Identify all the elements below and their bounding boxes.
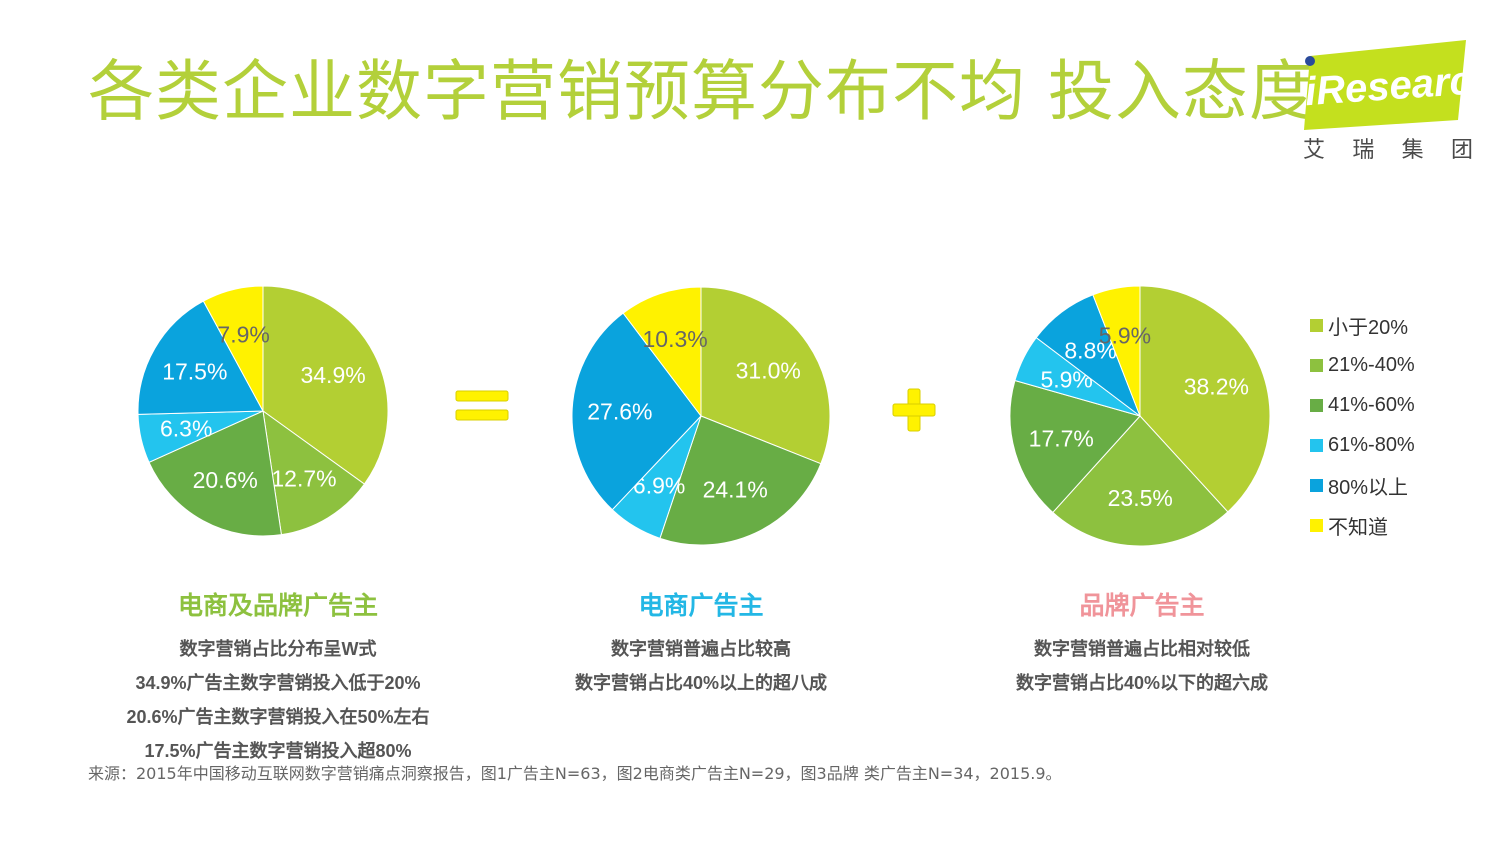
pie-data-label: 23.5% — [1108, 485, 1173, 511]
legend-swatch — [1310, 398, 1323, 412]
legend-swatch — [1310, 518, 1323, 532]
legend-swatch — [1310, 438, 1323, 452]
pie-data-label: 10.3% — [643, 326, 708, 352]
logo-cn-text: 艾 瑞 集 团 — [1303, 132, 1473, 164]
pie-data-label: 34.9% — [300, 362, 365, 388]
legend-item: 不知道 — [1310, 505, 1415, 545]
pie-data-label: 12.7% — [271, 465, 336, 491]
pie-data-label: 24.1% — [703, 477, 768, 503]
pie-data-label: 31.0% — [736, 357, 801, 383]
logo-cn-char: 团 — [1450, 138, 1473, 163]
page-title: 各类企业数字营销预算分布不均 投入态度各异 — [88, 53, 1450, 130]
legend-item: 41%-60% — [1310, 385, 1415, 425]
legend-swatch — [1310, 318, 1323, 332]
pie-slice — [262, 285, 389, 485]
pie-slice — [1139, 285, 1271, 513]
legend-label: 21%-40% — [1328, 353, 1415, 376]
pie-slice — [571, 312, 702, 511]
legend-item: 80%以上 — [1310, 465, 1415, 505]
pie-data-label: 27.6% — [587, 399, 652, 425]
logo-i-dot — [1305, 56, 1315, 66]
pie-data-label: 7.9% — [217, 322, 269, 348]
legend-label: 80%以上 — [1328, 476, 1409, 499]
group-line: 数字营销普遍占比相对较低 — [1034, 639, 1250, 659]
group-line: 34.9%广告主数字营销投入低于20% — [135, 673, 421, 693]
pie-slice — [262, 409, 366, 536]
group-brand: 品牌广告主 数字营销普遍占比相对较低 数字营销占比40%以下的超六成 — [992, 586, 1292, 700]
pie-slice — [1009, 379, 1141, 514]
pie-slice — [622, 286, 702, 418]
legend-label: 41%-60% — [1328, 393, 1415, 416]
pie-slice — [148, 410, 282, 537]
group-ecommerce-brand: 电商及品牌广告主 数字营销占比分布呈W式 34.9%广告主数字营销投入低于20%… — [88, 586, 468, 768]
group-line: 数字营销占比40%以上的超八成 — [574, 673, 828, 693]
equals-operator — [455, 390, 509, 421]
group-title: 电商广告主 — [638, 592, 764, 620]
group-title: 品牌广告主 — [1079, 592, 1205, 620]
plus-operator — [892, 388, 936, 432]
group-line: 17.5%广告主数字营销投入超80% — [144, 741, 412, 761]
pie-data-label: 17.5% — [162, 359, 227, 385]
group-line: 数字营销占比分布呈W式 — [179, 639, 377, 659]
pie-slice — [659, 415, 822, 546]
pie-data-label: 38.2% — [1184, 373, 1249, 399]
equals-bar-bottom — [455, 409, 509, 421]
legend-label: 不知道 — [1328, 516, 1388, 539]
legend-label: 小于20% — [1328, 316, 1409, 339]
legend-item: 小于20% — [1310, 305, 1415, 345]
pie-chart: 38.2%23.5%17.7%5.9%8.8%5.9% — [1009, 285, 1271, 547]
legend-item: 61%-80% — [1310, 425, 1415, 465]
pie-chart: 34.9% 12.7% 20.6% 6.3% 17.5% 7.9% — [137, 285, 389, 537]
pie-chart: 31.0%24.1%6.9%27.6%10.3% — [571, 286, 831, 546]
group-ecommerce: 电商广告主 数字营销普遍占比较高 数字营销占比40%以上的超八成 — [551, 586, 851, 700]
pie-slice — [1092, 285, 1141, 417]
logo-green-banner — [1304, 40, 1466, 130]
legend-swatch — [1310, 358, 1323, 372]
chart-legend: 小于20% 21%-40% 41%-60% 61%-80% 80%以上 不知道 — [1310, 305, 1415, 545]
iresearch-logo: iResearch — [1304, 40, 1475, 130]
pie-data-label: 20.6% — [193, 467, 258, 493]
pie-data-label: 5.9% — [1099, 323, 1151, 349]
pie-data-label: 6.3% — [160, 416, 212, 442]
pie-data-label: 8.8% — [1064, 338, 1116, 364]
group-line: 数字营销占比40%以下的超六成 — [1015, 673, 1269, 693]
group-title: 电商及品牌广告主 — [177, 592, 378, 620]
legend-item: 21%-40% — [1310, 345, 1415, 385]
pie-slice — [700, 286, 831, 465]
group-line: 数字营销普遍占比较高 — [611, 639, 791, 659]
logo-cn-char: 集 — [1401, 138, 1424, 163]
group-line: 20.6%广告主数字营销投入在50%左右 — [126, 707, 430, 727]
pie-slice — [202, 285, 264, 412]
pie-slice — [137, 300, 264, 415]
legend-label: 61%-80% — [1328, 433, 1415, 456]
equals-bar-top — [455, 390, 509, 402]
logo-cn-char: 艾 — [1303, 138, 1326, 163]
plus-bar-horizontal — [892, 403, 936, 417]
pie-slice — [1052, 415, 1229, 547]
legend-swatch — [1310, 478, 1323, 492]
logo-cn-char: 瑞 — [1352, 138, 1375, 163]
pie-data-label: 17.7% — [1029, 426, 1094, 452]
source-note: 来源：2015年中国移动互联网数字营销痛点洞察报告，图1广告主N=63，图2电商… — [88, 764, 1062, 783]
